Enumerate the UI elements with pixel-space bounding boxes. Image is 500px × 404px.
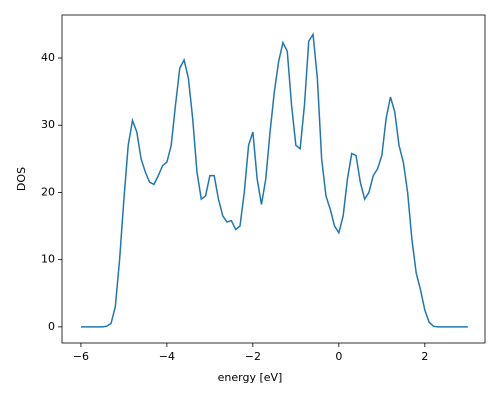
plot-frame [61, 14, 486, 344]
x-tick-label: −4 [159, 350, 175, 363]
y-tick-label: 10 [41, 253, 55, 266]
y-tick-label: 20 [41, 185, 55, 198]
x-tick-label: −6 [73, 350, 89, 363]
x-tick-label: 0 [335, 350, 342, 363]
y-axis-label: DOS [15, 167, 28, 191]
x-tick-label: −2 [245, 350, 261, 363]
y-tick-label: 0 [48, 320, 55, 333]
x-axis-label: energy [eV] [218, 371, 283, 384]
line-series [80, 32, 468, 328]
y-tick-label: 40 [41, 51, 55, 64]
x-tick-label: 2 [421, 350, 428, 363]
y-tick-label: 30 [41, 118, 55, 131]
